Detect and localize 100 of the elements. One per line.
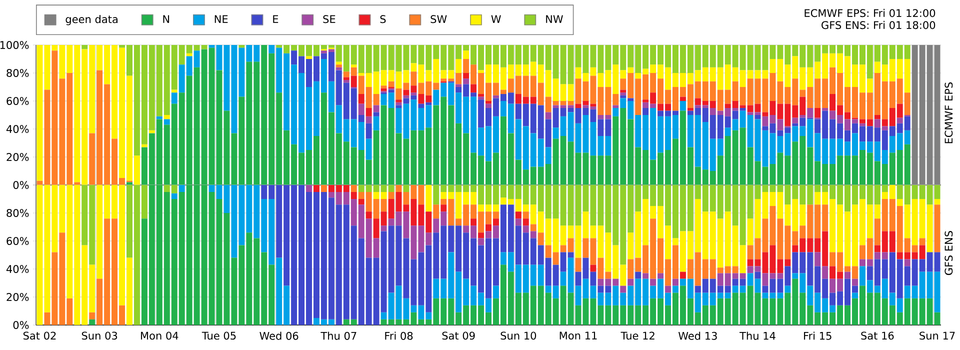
- bar: [373, 112, 380, 116]
- bar: [463, 50, 470, 59]
- bar: [463, 72, 470, 79]
- x-tick-label: Thu 07: [320, 332, 356, 340]
- bar: [680, 272, 686, 279]
- bar: [784, 286, 791, 293]
- x-tick-label: Wed 06: [260, 332, 298, 340]
- bar: [642, 108, 649, 115]
- bar: [859, 123, 866, 126]
- bar: [635, 272, 642, 279]
- bar: [896, 118, 903, 124]
- bar: [934, 199, 940, 205]
- bar: [320, 185, 327, 192]
- bar: [575, 258, 582, 272]
- bar: [665, 286, 672, 293]
- bar: [530, 224, 536, 232]
- bar: [164, 114, 170, 120]
- bar: [463, 78, 470, 84]
- legend-label: W: [491, 15, 501, 23]
- bar: [396, 105, 402, 108]
- bar: [350, 192, 357, 199]
- legend-label: N: [163, 15, 170, 23]
- bar: [545, 112, 552, 120]
- y-tick-label: 20%: [6, 153, 29, 161]
- x-tick-label: Fri 08: [385, 332, 413, 340]
- bar: [148, 130, 155, 134]
- bar: [186, 53, 192, 56]
- bar: [156, 116, 162, 120]
- bar: [934, 204, 940, 252]
- bar: [515, 212, 522, 219]
- bar: [844, 272, 851, 279]
- bar: [814, 108, 821, 118]
- y-tick-label: 40%: [6, 125, 29, 133]
- bar: [403, 185, 410, 192]
- bar: [628, 278, 634, 286]
- bar: [126, 182, 132, 185]
- bar: [680, 96, 686, 101]
- x-tick-label: Tue 05: [202, 332, 236, 340]
- legend-label: SE: [323, 15, 336, 24]
- bar: [396, 185, 402, 192]
- bar: [470, 218, 477, 226]
- bar: [89, 319, 96, 325]
- bar: [522, 218, 529, 226]
- legend-label: SW: [430, 15, 447, 24]
- bar: [486, 104, 492, 108]
- bar: [650, 278, 656, 286]
- y-tick-label: 100%: [0, 41, 29, 49]
- bar: [478, 96, 484, 100]
- legend-label: NE: [214, 15, 228, 23]
- text: ECMWF EPS: Fri 01 12:00: [804, 8, 936, 18]
- bar: [680, 100, 686, 111]
- bar: [313, 185, 320, 192]
- bar: [396, 100, 402, 102]
- bar: [388, 192, 394, 199]
- bar: [343, 80, 350, 83]
- bar: [358, 104, 364, 115]
- x-tick-label: Tue 12: [620, 332, 654, 340]
- bar: [366, 123, 372, 139]
- bar: [470, 84, 477, 93]
- bar: [456, 84, 462, 87]
- y-tick-label: 60%: [6, 237, 29, 245]
- bar: [478, 238, 484, 246]
- x-tick-label: Mon 04: [141, 332, 178, 340]
- bar: [433, 204, 440, 219]
- bar: [672, 286, 678, 293]
- x-tick-label: Thu 14: [740, 332, 776, 340]
- legend-label: S: [380, 15, 386, 24]
- bar: [515, 218, 522, 226]
- bar: [822, 108, 828, 111]
- legend-label: E: [273, 15, 278, 23]
- bar: [478, 94, 484, 97]
- bar: [178, 185, 185, 192]
- y-tick-label: 60%: [6, 97, 29, 105]
- bar: [373, 105, 380, 112]
- y-axis-title: ECMWF EPS: [944, 82, 953, 144]
- y-tick-label: 20%: [6, 293, 29, 301]
- y-tick-label: 80%: [6, 209, 29, 217]
- bar: [590, 264, 596, 272]
- bar: [792, 118, 798, 124]
- bar: [373, 116, 380, 130]
- bar: [171, 193, 178, 199]
- bar: [620, 92, 626, 96]
- bar: [852, 278, 858, 286]
- bar: [403, 95, 410, 98]
- bar: [492, 95, 499, 98]
- x-tick-label: Sat 09: [442, 332, 475, 340]
- y-axis-title: GFS ENS: [944, 231, 953, 275]
- bar: [522, 212, 529, 219]
- bar: [350, 185, 357, 192]
- bar: [336, 62, 342, 65]
- bar: [538, 232, 544, 246]
- bar: [171, 90, 178, 93]
- bar: [754, 114, 761, 120]
- bar: [740, 108, 746, 111]
- bar: [380, 88, 387, 92]
- bar: [171, 92, 178, 104]
- bar: [904, 259, 910, 266]
- bar: [612, 108, 619, 116]
- bar: [852, 292, 858, 298]
- bar: [164, 119, 170, 125]
